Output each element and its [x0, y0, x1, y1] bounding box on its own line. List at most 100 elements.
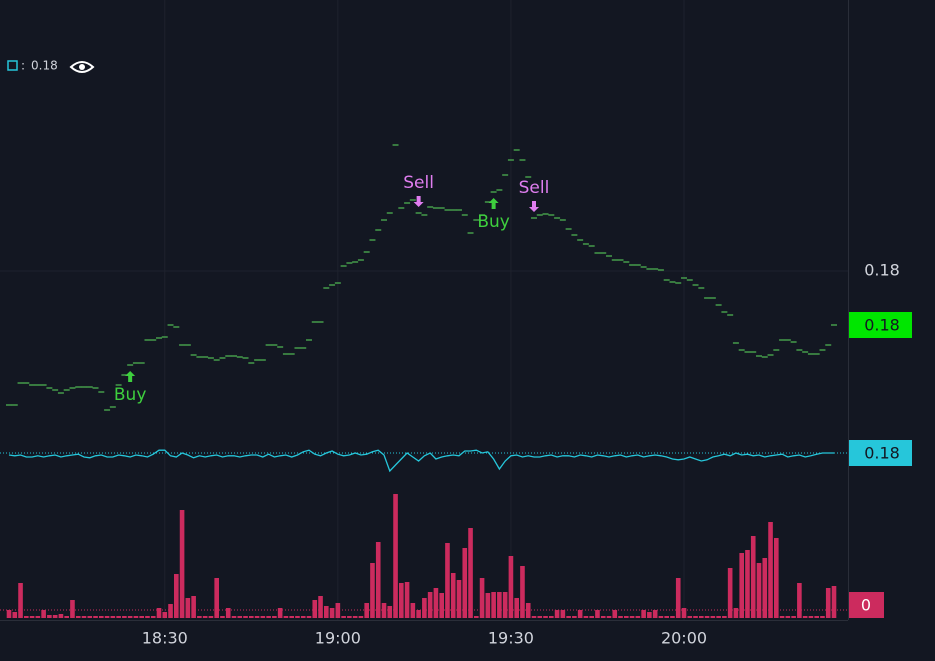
volume-bar — [243, 616, 248, 618]
volume-bar — [531, 616, 537, 618]
volume-marker: 0 — [849, 592, 884, 618]
volume-bar — [300, 616, 306, 618]
volume-bar — [560, 610, 566, 618]
volume-bar — [127, 616, 133, 618]
volume-bar — [370, 563, 375, 618]
volume-bar — [35, 616, 41, 618]
volume-bar — [658, 616, 664, 618]
volume-bar — [549, 616, 554, 618]
volume-bar — [831, 586, 837, 618]
volume-bar — [675, 578, 681, 618]
volume-bar — [197, 616, 202, 618]
volume-bar — [375, 542, 381, 618]
volume-bar — [306, 616, 312, 618]
volume-marker-label: 0 — [861, 596, 871, 615]
eye-icon[interactable] — [69, 61, 95, 73]
volume-bar — [681, 608, 687, 618]
volume-bar — [6, 610, 12, 618]
signal-arrow — [488, 198, 499, 209]
volume-bar — [537, 616, 543, 618]
volume-bar — [47, 615, 52, 618]
volume-bar — [647, 612, 652, 618]
volume-bar — [237, 616, 243, 618]
signal-arrow — [413, 196, 424, 207]
volume-bar — [347, 616, 352, 618]
x-tick-label: 18:30 — [142, 629, 188, 648]
price-marker-box — [849, 312, 912, 338]
volume-bar — [318, 596, 323, 618]
volume-bar — [393, 494, 398, 618]
volume-bar — [589, 616, 594, 618]
x-tick-label: 20:00 — [661, 629, 707, 648]
volume-bar — [595, 610, 600, 618]
y-tick-label: 0.18 — [864, 261, 900, 280]
price-marker-label: 0.18 — [864, 316, 900, 335]
volume-bar — [745, 550, 750, 618]
volume-bar — [710, 616, 716, 618]
volume-bar — [410, 603, 416, 618]
volume-bar — [335, 603, 341, 618]
signal-label: Buy — [114, 385, 147, 405]
legend-value: 0.18 — [31, 59, 58, 73]
volume-bar — [797, 583, 802, 618]
volume-bar — [110, 616, 116, 618]
volume-bar — [456, 580, 462, 618]
volume-bar — [249, 616, 254, 618]
volume-bar — [156, 608, 162, 618]
volume-bar — [583, 616, 589, 618]
volume-marker-box — [849, 592, 884, 618]
volume-bar — [491, 592, 496, 618]
volume-bar — [70, 600, 75, 618]
volume-bar — [439, 593, 444, 618]
visibility-toggle[interactable] — [69, 61, 95, 73]
volume-bar — [808, 616, 814, 618]
eye-pupil[interactable] — [79, 64, 85, 70]
volume-bar — [272, 616, 277, 618]
volume-bar — [785, 616, 791, 618]
volume-bar — [664, 616, 669, 618]
volume-bar — [462, 548, 468, 618]
volume-bar — [641, 610, 646, 618]
volume-bar — [520, 566, 525, 618]
volume-bar — [502, 592, 508, 618]
x-tick-label: 19:30 — [488, 629, 534, 648]
volume-bar — [231, 616, 237, 618]
volume-bar — [687, 616, 693, 618]
indicator-marker: 0.18 — [849, 440, 912, 466]
volume-bar — [779, 616, 785, 618]
volume-bar — [29, 616, 35, 618]
volume-bar — [64, 616, 69, 618]
volume-bar — [450, 573, 456, 618]
signal-label: Sell — [519, 178, 550, 198]
volume-bar — [485, 593, 491, 618]
volume-bar — [508, 556, 514, 618]
volume-bar — [554, 610, 560, 618]
legend-separator: : — [21, 59, 25, 73]
signal-arrow — [125, 371, 136, 382]
indicator-marker-box — [849, 440, 912, 466]
volume-bar — [739, 553, 744, 618]
volume-bar — [150, 616, 156, 618]
signal-arrow — [529, 201, 539, 212]
signal-label: Buy — [477, 212, 510, 232]
volume-bar — [802, 616, 808, 618]
volume-bar — [24, 616, 29, 618]
volume-bar — [618, 616, 623, 618]
volume-bar — [422, 598, 427, 618]
volume-bar — [768, 522, 773, 618]
volume-bar — [566, 616, 571, 618]
volume-bar — [81, 616, 87, 618]
volume-bar — [52, 615, 58, 618]
volume-bar — [352, 616, 358, 618]
volume-bar — [104, 616, 110, 618]
volume-bar — [774, 538, 779, 618]
volume-bar — [41, 610, 46, 618]
volume-bar — [427, 592, 433, 618]
volume-bar — [497, 592, 502, 618]
volume-bar — [179, 510, 185, 618]
volume-bar — [277, 608, 283, 618]
volume-bar — [220, 616, 225, 618]
volume-bar — [87, 616, 93, 618]
